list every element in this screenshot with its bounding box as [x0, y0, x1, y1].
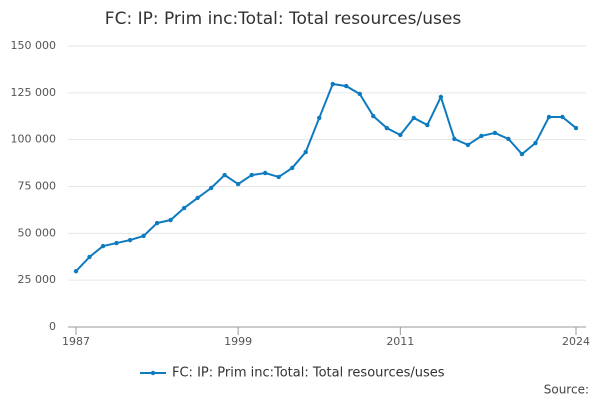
source: Source:: [544, 383, 589, 397]
chart-title: FC: IP: Prim inc:Total: Total resources/…: [105, 9, 462, 29]
x-tick-label: 2011: [386, 335, 414, 348]
point: [506, 136, 511, 142]
point: [141, 233, 146, 239]
point: [114, 240, 119, 246]
point: [317, 115, 322, 121]
point: [100, 243, 106, 249]
point: [438, 94, 444, 100]
x-tick-label: 2024: [562, 335, 590, 348]
point: [546, 114, 552, 120]
point: [168, 217, 173, 223]
point: [330, 81, 335, 87]
point: [235, 181, 241, 187]
y-tick-label: 50 000: [18, 226, 57, 239]
point: [290, 165, 295, 171]
legend-label: FC: IP: Prim inc:Total: Total resources/…: [172, 366, 445, 381]
point: [479, 133, 484, 139]
point: [87, 254, 92, 260]
point: [195, 195, 200, 201]
y-tick-label: 125 000: [11, 86, 57, 99]
point: [357, 91, 362, 97]
point: [181, 205, 187, 211]
point: [411, 115, 417, 121]
point: [519, 151, 525, 157]
point: [73, 268, 79, 274]
y-tick-label: 25 000: [18, 273, 57, 286]
point: [452, 136, 457, 142]
line: [75, 82, 577, 272]
point: [208, 185, 214, 191]
legend-marker: [150, 370, 156, 376]
point: [573, 125, 579, 131]
point: [303, 149, 308, 155]
y-tick-label: 75 000: [18, 180, 57, 193]
point: [262, 170, 268, 176]
y-tick-label: 0: [49, 320, 56, 333]
point: [371, 113, 376, 119]
point: [222, 172, 227, 178]
point: [425, 122, 430, 128]
point: [249, 172, 254, 178]
x-tick-label: 1987: [62, 335, 90, 348]
point: [492, 130, 498, 136]
y-tick-label: 150 000: [11, 39, 57, 52]
point: [533, 140, 538, 146]
y-tick-label: 100 000: [11, 133, 57, 146]
point: [465, 142, 471, 148]
point: [384, 125, 390, 131]
point: [398, 132, 403, 138]
point: [560, 114, 565, 120]
point: [276, 174, 281, 180]
point: [344, 83, 349, 89]
point: [127, 237, 133, 243]
x-tick-label: 1999: [224, 335, 252, 348]
point: [154, 220, 160, 226]
